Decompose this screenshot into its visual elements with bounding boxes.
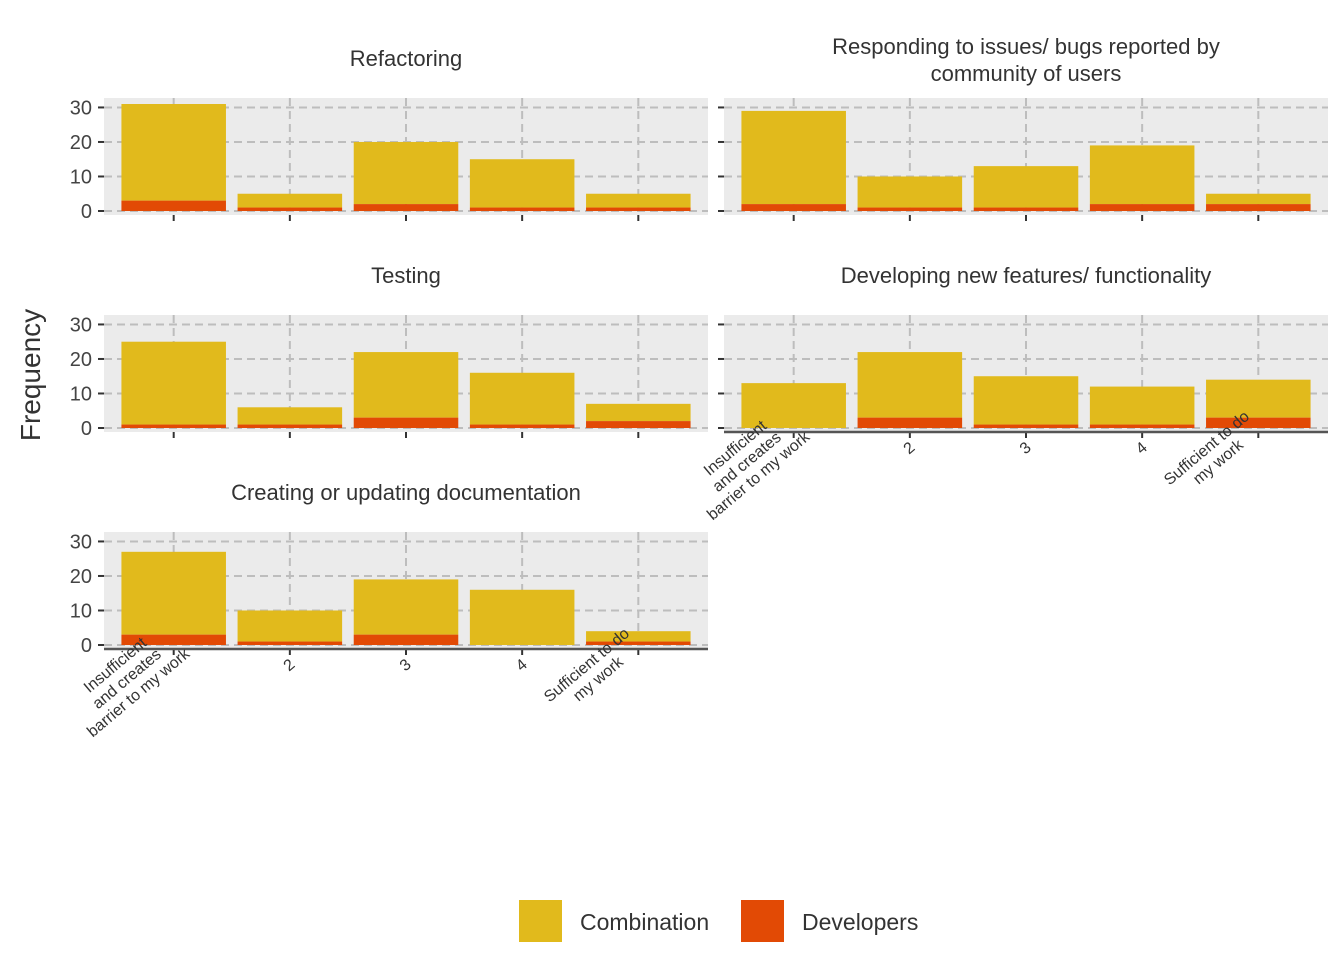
bar-combination: [237, 193, 343, 208]
bar-combination: [1089, 145, 1195, 205]
bar-developers: [353, 417, 459, 428]
legend-swatch-developers: [741, 900, 784, 942]
x-tick-label-line: 4: [1133, 439, 1151, 458]
bar-combination: [586, 193, 691, 208]
y-tick-label: 0: [81, 635, 92, 657]
bar-developers: [237, 424, 343, 428]
bar-developers: [857, 417, 963, 428]
panel-title: Creating or updating documentation: [231, 480, 581, 505]
bar-combination: [857, 176, 963, 208]
bar-developers: [741, 204, 846, 211]
y-tick-label: 20: [70, 132, 92, 154]
panel-3: Testing 0 10 20 30: [70, 263, 708, 440]
bar-developers: [586, 641, 691, 645]
bar-developers: [586, 421, 691, 428]
y-tick-label: 30: [70, 531, 92, 553]
x-tick-label: 4: [1133, 439, 1151, 458]
y-tick-label: 0: [81, 201, 92, 223]
bar-combination: [469, 372, 575, 425]
panel-title-line: community of users: [931, 61, 1122, 86]
y-tick-label: 20: [70, 566, 92, 588]
y-tick-label: 10: [70, 383, 92, 405]
panel-title: Responding to issues/ bugs reported by co…: [832, 34, 1220, 86]
x-tick-label: 3: [397, 656, 415, 675]
x-tick-label-line: 2: [901, 439, 919, 458]
bar-developers: [353, 204, 459, 211]
x-tick-label-line: 2: [281, 656, 299, 675]
bar-developers: [973, 424, 1079, 428]
bar-combination: [1206, 193, 1311, 205]
bar-combination: [973, 166, 1079, 208]
bar-combination: [237, 610, 343, 642]
panel-4: Developing new features/ functionalityIn…: [701, 263, 1328, 524]
x-tick-label: 3: [1017, 439, 1035, 458]
bar-combination: [121, 341, 226, 425]
panel-title: Developing new features/ functionality: [841, 263, 1212, 288]
bar-developers: [469, 207, 575, 211]
y-tick-label: 20: [70, 349, 92, 371]
y-tick-label: 30: [70, 97, 92, 119]
bar-developers: [469, 424, 575, 428]
panel-1: Refactoring 0 10 20 30: [70, 46, 708, 223]
y-tick-label: 10: [70, 600, 92, 622]
bar-combination: [469, 159, 575, 208]
bar-combination: [1089, 386, 1195, 425]
legend-swatch-combination: [519, 900, 562, 942]
legend-label-combination: Combination: [580, 909, 709, 935]
panel-title-line: Responding to issues/ bugs reported by: [832, 34, 1220, 59]
bar-developers: [237, 207, 343, 211]
panel-title-line: Testing: [371, 263, 441, 288]
y-tick-label: 10: [70, 166, 92, 188]
x-tick-label-line: 3: [397, 656, 415, 675]
bar-developers: [586, 207, 691, 211]
bar-combination: [353, 141, 459, 205]
x-tick-label: 2: [281, 656, 299, 675]
x-tick-label-line: 3: [1017, 439, 1035, 458]
x-tick-label: 4: [513, 656, 531, 675]
bar-combination: [857, 352, 963, 418]
bar-combination: [973, 376, 1079, 425]
panel-title-line: Creating or updating documentation: [231, 480, 581, 505]
legend-label-developers: Developers: [802, 909, 918, 935]
bar-developers: [353, 634, 459, 645]
x-tick-label-line: 4: [513, 656, 531, 675]
bar-combination: [353, 579, 459, 635]
bar-developers: [121, 424, 226, 428]
bar-combination: [469, 589, 575, 645]
bar-combination: [121, 551, 226, 635]
legend: Combination Developers: [519, 900, 918, 942]
panel-title: Refactoring: [350, 46, 463, 71]
bar-developers: [1089, 204, 1195, 211]
bar-combination: [1206, 379, 1311, 418]
y-tick-label: 0: [81, 418, 92, 440]
bar-combination: [586, 403, 691, 422]
panel-title: Testing: [371, 263, 441, 288]
bar-developers: [121, 200, 226, 211]
y-axis-title: Frequency: [15, 309, 46, 441]
bar-combination: [121, 104, 226, 201]
panel-2: Responding to issues/ bugs reported by co…: [718, 34, 1328, 221]
bar-developers: [1206, 204, 1311, 211]
bar-developers: [1206, 417, 1311, 428]
bar-combination: [586, 631, 691, 642]
bar-developers: [121, 634, 226, 645]
bar-developers: [973, 207, 1079, 211]
bar-combination: [353, 352, 459, 418]
panel-5: Creating or updating documentation 0 10 20 3…: [70, 480, 708, 741]
bar-combination: [741, 383, 846, 428]
bar-developers: [1089, 424, 1195, 428]
bar-combination: [741, 110, 846, 205]
x-tick-label: 2: [901, 439, 919, 458]
panel-title-line: Developing new features/ functionality: [841, 263, 1212, 288]
y-tick-label: 30: [70, 314, 92, 336]
bar-developers: [237, 641, 343, 645]
panel-title-line: Refactoring: [350, 46, 463, 71]
bar-combination: [237, 407, 343, 425]
bar-developers: [857, 207, 963, 211]
